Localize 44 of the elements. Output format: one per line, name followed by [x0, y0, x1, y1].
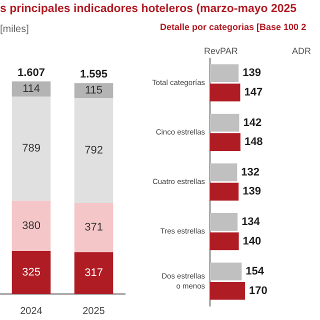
bar — [210, 232, 239, 250]
y-axis-title: [miles] — [0, 24, 29, 35]
data-label: 154 — [246, 266, 265, 278]
data-label: 371 — [84, 222, 103, 234]
bar — [12, 200, 51, 252]
data-label: 325 — [22, 266, 40, 279]
bar — [210, 213, 238, 231]
text: ADR — [292, 46, 312, 56]
data-label: 792 — [84, 144, 103, 157]
x-tick-label: 2025 — [82, 306, 106, 317]
data-label: 139 — [242, 186, 261, 198]
data-label: 134 — [242, 216, 261, 228]
bar — [210, 84, 240, 102]
data-label: 317 — [84, 267, 103, 280]
data-label: 115 — [84, 84, 103, 97]
total-label: 1.607 — [17, 66, 46, 79]
total-label: 1.595 — [80, 68, 108, 81]
bar — [74, 252, 114, 294]
data-label: 140 — [242, 235, 262, 248]
bar — [210, 163, 238, 182]
chart-title: s principales indicadores hoteleros (marzo-mayo 2025 — [0, 3, 297, 15]
data-label: 380 — [22, 220, 40, 232]
bar — [210, 282, 245, 300]
bar — [210, 262, 242, 280]
bar — [12, 96, 51, 201]
data-label: 139 — [242, 67, 261, 80]
chart-title: Detalle por categorias [Base 100 2 — [160, 22, 306, 32]
bar — [210, 64, 239, 82]
data-label: 147 — [244, 86, 263, 99]
bar — [210, 182, 239, 201]
data-label: 132 — [241, 166, 260, 178]
bar — [210, 114, 240, 132]
data-label: 142 — [243, 116, 262, 129]
bar — [74, 98, 114, 204]
bar — [74, 83, 114, 98]
x-tick-label: 2024 — [20, 306, 43, 317]
bar — [12, 251, 51, 294]
bar — [210, 133, 240, 151]
data-label: 148 — [244, 136, 263, 148]
bar — [74, 203, 114, 252]
text: RevPAR — [204, 46, 238, 56]
data-label: 114 — [22, 82, 40, 95]
data-label: 789 — [22, 142, 40, 155]
data-label: 170 — [248, 284, 268, 297]
